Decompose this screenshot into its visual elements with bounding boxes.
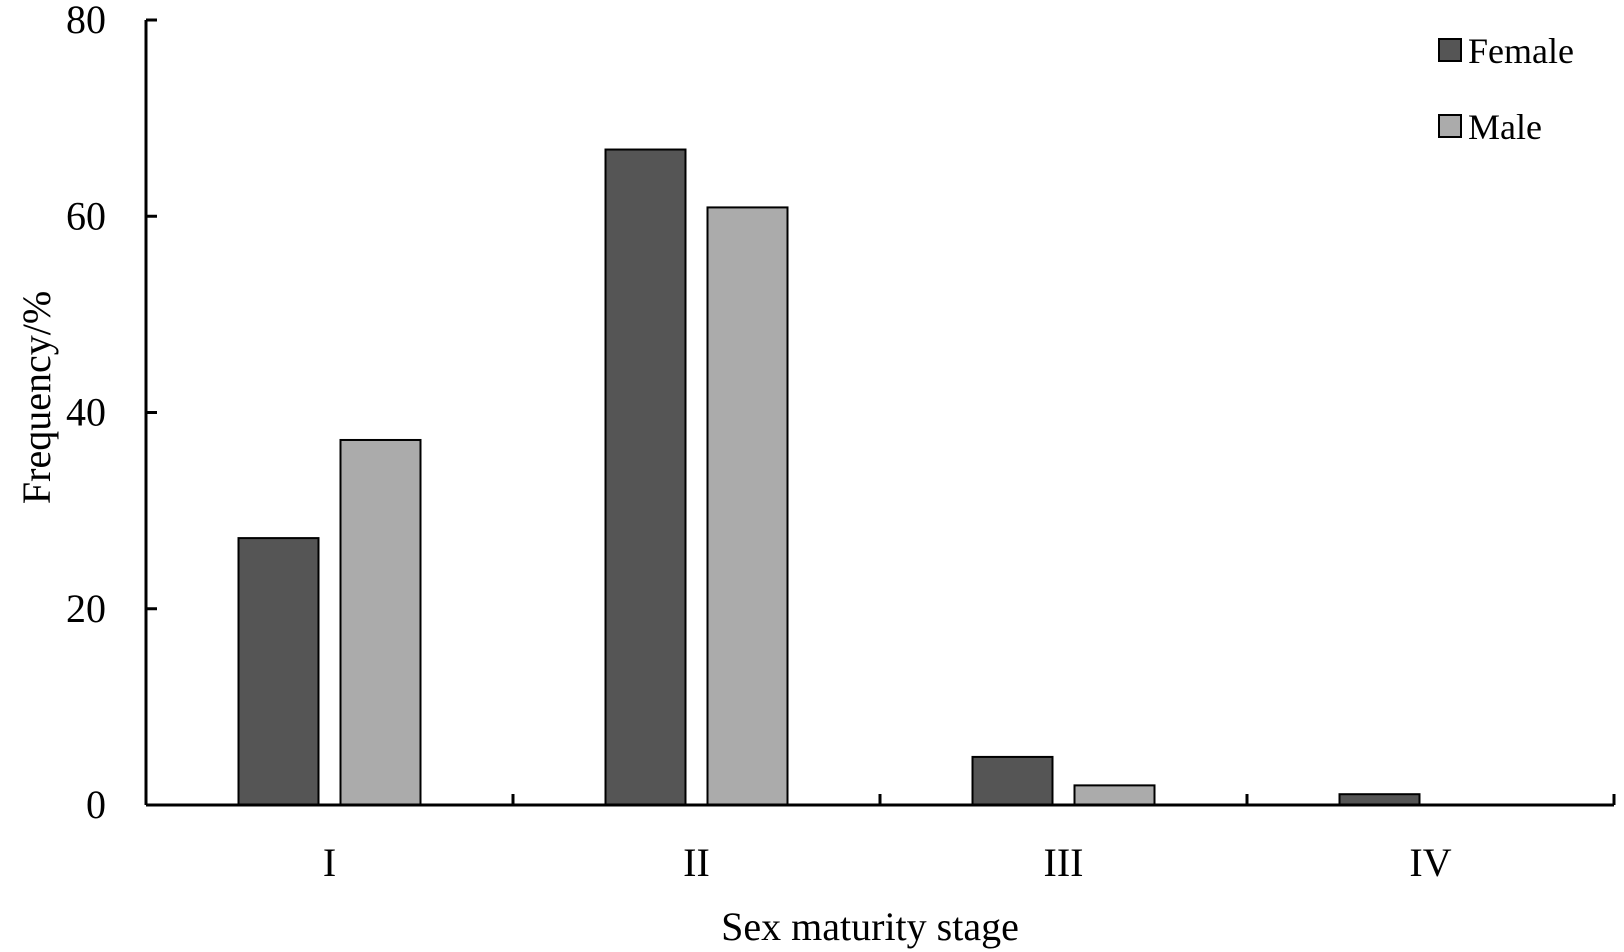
x-tick-label: IV bbox=[1409, 840, 1451, 885]
x-axis-ticks bbox=[511, 794, 1616, 805]
legend-label-male: Male bbox=[1468, 107, 1542, 147]
bar-female-II bbox=[604, 148, 687, 806]
bars bbox=[237, 148, 1421, 807]
x-axis-title: Sex maturity stage bbox=[721, 904, 1019, 949]
bar-male-II bbox=[706, 206, 789, 806]
y-tick-label: 60 bbox=[66, 193, 106, 238]
x-tick-label: II bbox=[683, 840, 710, 885]
bar-male-III bbox=[1073, 784, 1156, 806]
y-tick-label: 40 bbox=[66, 390, 106, 435]
y-tick-label: 80 bbox=[66, 0, 106, 42]
legend-swatch-male bbox=[1438, 114, 1462, 138]
bar-male-I bbox=[339, 438, 422, 806]
legend: Female Male bbox=[1438, 31, 1574, 147]
bar-female-I bbox=[237, 537, 320, 806]
category-labels: I II III IV bbox=[323, 840, 1452, 885]
x-tick-label: I bbox=[323, 840, 336, 885]
y-axis-ticks: 0 20 40 60 80 bbox=[66, 0, 157, 827]
legend-swatch-female bbox=[1438, 38, 1462, 62]
y-tick-label: 0 bbox=[86, 782, 106, 827]
y-tick-label: 20 bbox=[66, 586, 106, 631]
x-tick-label: III bbox=[1044, 840, 1084, 885]
y-axis-title: Frequency/% bbox=[14, 291, 59, 504]
legend-label-female: Female bbox=[1468, 31, 1574, 71]
bar-female-IV bbox=[1338, 793, 1421, 806]
bar-female-III bbox=[971, 755, 1054, 807]
